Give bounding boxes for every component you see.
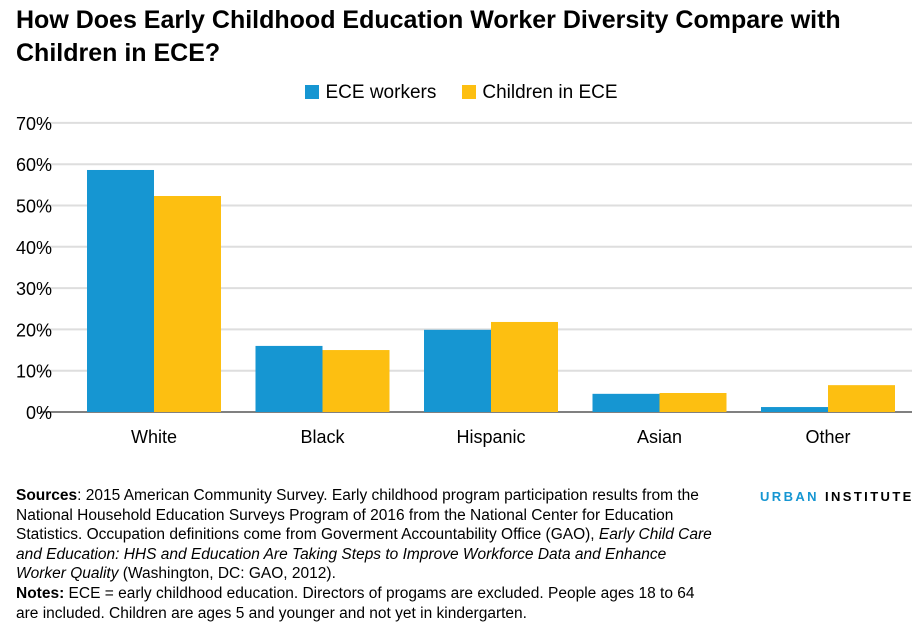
bar-black-children <box>322 350 390 412</box>
urban-institute-logo: URBAN INSTITUTE <box>760 489 914 504</box>
sources-label: Sources <box>16 487 78 504</box>
y-tick-label: 10% <box>16 362 52 382</box>
sources-end: (Washington, DC: GAO, 2012). <box>118 565 336 583</box>
bar-hispanic-ece-workers <box>424 329 491 412</box>
notes-text: ECE = early childhood education. Directo… <box>16 584 695 622</box>
y-tick-label: 60% <box>16 155 52 175</box>
x-tick-label: Hispanic <box>456 427 525 447</box>
bar-asian-children <box>659 393 727 412</box>
bar-other-children <box>828 385 895 412</box>
x-tick-label: Other <box>805 427 850 447</box>
legend-label: Children in ECE <box>482 82 618 103</box>
chart-plot: 0% 10% 20% 30% 40% 50% 60% 70% White Black Hispani… <box>16 114 912 447</box>
y-tick-label: 40% <box>16 238 52 258</box>
y-tick-label: 0% <box>26 403 52 423</box>
sources-text: : 2015 American Community Survey. Early … <box>16 487 699 544</box>
x-tick-label: Asian <box>637 427 682 447</box>
y-tick-label: 30% <box>16 279 52 299</box>
logo-part1: URBAN <box>760 489 819 504</box>
legend-swatch <box>305 85 320 99</box>
bar-white-ece-workers <box>87 169 154 412</box>
bar-other-ece-workers <box>761 407 828 412</box>
legend-swatch <box>462 85 477 99</box>
chart-title: How Does Early Childhood Education Worke… <box>16 6 841 67</box>
legend-item-children: Children in ECE <box>462 82 618 104</box>
y-tick-label: 70% <box>16 114 52 134</box>
bar-asian-ece-workers <box>592 393 660 412</box>
notes-block: Sources: 2015 American Community Survey.… <box>16 486 716 623</box>
logo-part2: INSTITUTE <box>824 489 914 504</box>
legend: ECE workers Children in ECE <box>0 82 923 104</box>
x-tick-label: White <box>131 427 177 447</box>
y-tick-label: 50% <box>16 197 52 217</box>
y-tick-label: 20% <box>16 320 52 340</box>
legend-item-ece-workers: ECE workers <box>305 82 436 104</box>
notes-label: Notes: <box>16 584 65 602</box>
bar-hispanic-children <box>491 321 558 412</box>
sources-title: Early Child Care and Education: HHS and … <box>16 526 712 583</box>
legend-label: ECE workers <box>325 82 437 103</box>
bar-black-ece-workers <box>255 345 323 412</box>
x-tick-label: Black <box>300 427 345 447</box>
bar-white-children <box>154 196 221 412</box>
